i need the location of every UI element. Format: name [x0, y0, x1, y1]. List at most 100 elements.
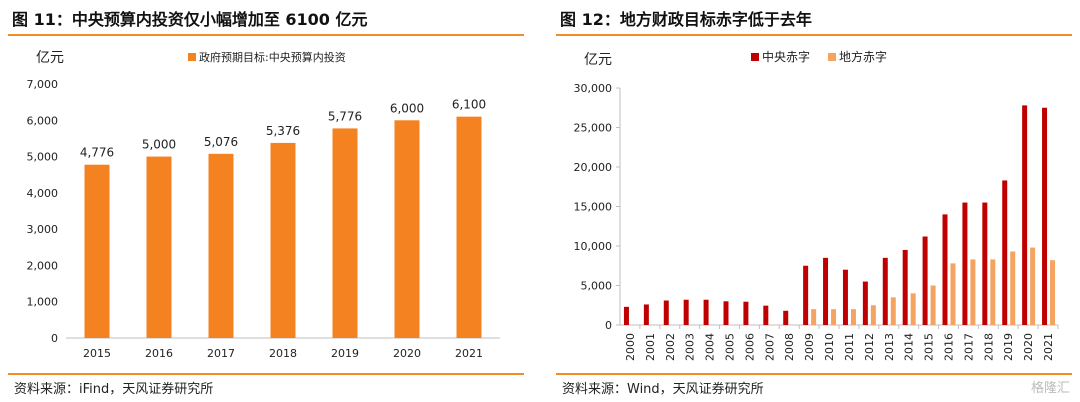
- x-tick-label: 2000: [624, 333, 637, 361]
- bar: [332, 128, 358, 338]
- bar: [394, 120, 420, 339]
- bar-local-deficit: [811, 309, 817, 325]
- bar-central-deficit: [1002, 180, 1008, 325]
- y-tick-label: 5,000: [27, 151, 59, 164]
- watermark: 格隆汇: [1030, 381, 1070, 396]
- bar-central-deficit: [703, 299, 709, 325]
- bar-local-deficit: [1050, 260, 1056, 325]
- x-tick-label: 2017: [962, 333, 975, 361]
- bar-central-deficit: [1042, 107, 1048, 325]
- x-tick-label: 2020: [1022, 333, 1035, 361]
- y-tick-label: 5,000: [581, 280, 613, 293]
- title-rule: [556, 34, 1072, 36]
- bar-local-deficit: [831, 309, 837, 325]
- x-tick-label: 2013: [883, 333, 896, 361]
- bar-local-deficit: [1010, 251, 1016, 325]
- y-tick-label: 0: [605, 319, 612, 332]
- bar-central-deficit: [683, 299, 689, 325]
- x-tick-label: 2001: [644, 333, 657, 361]
- x-tick-label: 2018: [269, 347, 297, 360]
- bar-local-deficit: [890, 297, 896, 325]
- bar-central-deficit: [962, 202, 968, 325]
- x-tick-label: 2020: [393, 347, 421, 360]
- bar-central-deficit: [922, 236, 928, 325]
- x-tick-label: 2019: [1002, 333, 1015, 361]
- x-tick-label: 2012: [863, 333, 876, 361]
- x-tick-label: 2010: [823, 333, 836, 361]
- y-tick-label: 30,000: [574, 82, 613, 95]
- y-tick-label: 7,000: [27, 78, 59, 91]
- data-label: 4,776: [80, 146, 114, 160]
- bar-central-deficit: [743, 301, 749, 325]
- data-label: 6,000: [390, 101, 424, 115]
- data-label: 5,076: [204, 135, 238, 149]
- x-tick-label: 2009: [803, 333, 816, 361]
- chart-title: 图 11：中央预算内投资仅小幅增加至 6100 亿元: [12, 10, 368, 29]
- data-label: 5,776: [328, 109, 362, 123]
- bar: [270, 142, 296, 338]
- x-tick-label: 2014: [903, 333, 916, 361]
- bar-local-deficit: [910, 293, 916, 325]
- data-label: 5,000: [142, 138, 176, 152]
- title-rule: [8, 34, 524, 36]
- bar-central-deficit: [623, 306, 629, 325]
- x-tick-label: 2004: [704, 333, 717, 361]
- bar-chart-central-investment: 亿元 政府预期目标:中央预算内投资 0 1,000 2,000 3,000 4,000 5,0…: [27, 50, 500, 360]
- bar-local-deficit: [1030, 247, 1036, 325]
- x-tick-label: 2016: [943, 333, 956, 361]
- bar-local-deficit: [970, 259, 976, 325]
- y-tick-label: 4,000: [27, 187, 59, 200]
- x-tick-label: 2005: [724, 333, 737, 361]
- bar-chart-deficit: 亿元 中央赤字 地方赤字 0 5,000 10,000 15,000 20,000 25,000…: [574, 49, 1059, 361]
- panel-fiscal-deficit: 图 12：地方财政目标赤字低于去年 亿元 中央赤字 地方赤字 0 5,000 10,000…: [548, 0, 1080, 402]
- x-tick-label: 2007: [763, 333, 776, 361]
- source-note: 资料来源：iFind，天风证券研究所: [14, 382, 214, 397]
- source-rule: [556, 373, 1072, 375]
- x-tick-label: 2015: [923, 333, 936, 361]
- source-note: 资料来源：Wind，天风证券研究所: [562, 382, 764, 397]
- legend-swatch: [828, 53, 836, 61]
- y-tick-label: 6,000: [27, 114, 59, 127]
- bar-central-deficit: [823, 257, 829, 325]
- bar-central-deficit: [862, 281, 868, 325]
- bar-central-deficit: [723, 301, 729, 325]
- bar-local-deficit: [930, 285, 936, 325]
- x-tick-label: 2019: [331, 347, 359, 360]
- legend-label: 中央赤字: [762, 49, 810, 64]
- bar-central-deficit: [663, 300, 669, 325]
- y-tick-label: 0: [51, 332, 58, 345]
- bar-central-deficit: [763, 305, 769, 325]
- bar: [84, 164, 110, 338]
- x-tick-label: 2021: [455, 347, 483, 360]
- legend-swatch: [188, 53, 196, 61]
- x-tick-label: 2021: [1042, 333, 1055, 361]
- bar-central-deficit: [1022, 105, 1028, 325]
- bar-central-deficit: [783, 310, 789, 325]
- bar-central-deficit: [643, 304, 649, 325]
- x-tick-label: 2017: [207, 347, 235, 360]
- x-tick-label: 2002: [664, 333, 677, 361]
- bar-local-deficit: [990, 259, 996, 325]
- bar-central-deficit: [882, 257, 888, 325]
- x-tick-label: 2006: [743, 333, 756, 361]
- bar: [208, 153, 234, 338]
- x-tick-label: 2011: [843, 333, 856, 361]
- y-unit-label: 亿元: [36, 50, 64, 66]
- x-tick-label: 2008: [783, 333, 796, 361]
- y-tick-label: 3,000: [27, 223, 59, 236]
- source-rule: [8, 373, 524, 375]
- y-tick-label: 10,000: [574, 240, 613, 253]
- data-label: 6,100: [452, 98, 486, 112]
- bar-central-deficit: [842, 269, 848, 325]
- y-tick-label: 25,000: [574, 122, 613, 135]
- x-tick-label: 2015: [83, 347, 111, 360]
- legend-label: 地方赤字: [839, 49, 887, 64]
- legend-swatch: [751, 53, 759, 61]
- bar-local-deficit: [870, 305, 876, 325]
- x-tick-label: 2018: [982, 333, 995, 361]
- bar-central-deficit: [902, 249, 908, 325]
- y-tick-label: 1,000: [27, 296, 59, 309]
- legend-label: 政府预期目标:中央预算内投资: [199, 50, 346, 64]
- bar-central-deficit: [982, 202, 988, 325]
- bar-local-deficit: [850, 309, 856, 325]
